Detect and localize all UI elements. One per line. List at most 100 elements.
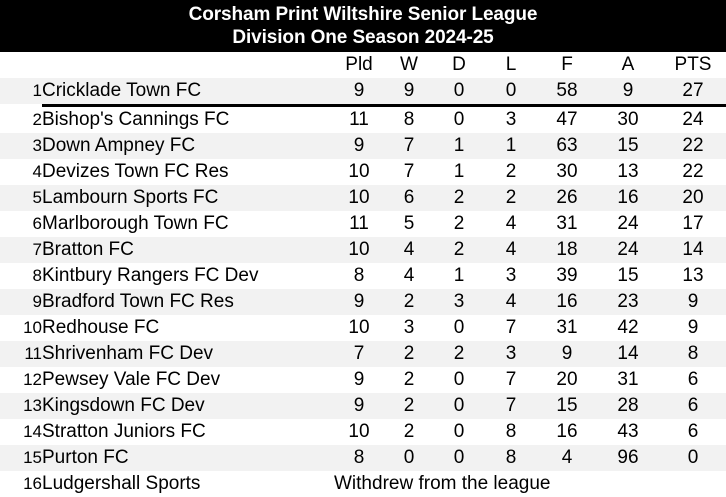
row-w: 4 bbox=[403, 265, 415, 286]
row-rank: 6 bbox=[32, 214, 42, 233]
row-team-name: Bradford Town FC Res bbox=[42, 291, 234, 312]
row-f: 39 bbox=[556, 265, 578, 286]
row-pts: 9 bbox=[687, 317, 699, 338]
row-f: 26 bbox=[556, 187, 578, 208]
row-team-name: Kintbury Rangers FC Dev bbox=[42, 265, 259, 286]
table-row: 4 Devizes Town FC Res 10 7 1 2 30 13 22 bbox=[0, 159, 726, 185]
row-rank: 12 bbox=[23, 370, 42, 389]
row-pld: 8 bbox=[353, 447, 365, 468]
table-row: 10 Redhouse FC 10 3 0 7 31 42 9 bbox=[0, 315, 726, 341]
row-rank: 9 bbox=[32, 292, 42, 311]
row-rank: 13 bbox=[23, 396, 42, 415]
row-l: 8 bbox=[505, 421, 517, 442]
row-l: 2 bbox=[505, 161, 517, 182]
row-team-name: Kingsdown FC Dev bbox=[42, 395, 205, 416]
row-pld: 10 bbox=[348, 421, 370, 442]
row-d: 0 bbox=[434, 78, 484, 107]
row-pts: 9 bbox=[687, 291, 699, 312]
row-f: 30 bbox=[556, 161, 578, 182]
title-banner: Corsham Print Wiltshire Senior League Di… bbox=[0, 0, 726, 52]
row-w: 2 bbox=[403, 343, 415, 364]
row-d: 2 bbox=[453, 213, 465, 234]
row-pld: 9 bbox=[353, 291, 365, 312]
row-rank: 2 bbox=[32, 110, 42, 129]
row-d: 0 bbox=[453, 395, 465, 416]
table-row: 3 Down Ampney FC 9 7 1 1 63 15 22 bbox=[0, 133, 726, 159]
row-rank: 10 bbox=[23, 318, 42, 337]
row-rank: 4 bbox=[32, 162, 42, 181]
row-pld: 10 bbox=[348, 187, 370, 208]
row-rank: 16 bbox=[23, 474, 42, 493]
row-team-name: Redhouse FC bbox=[42, 317, 160, 338]
row-team-name: Down Ampney FC bbox=[42, 135, 196, 156]
row-f: 31 bbox=[556, 317, 578, 338]
league-title-line-2: Division One Season 2024-25 bbox=[232, 27, 494, 48]
row-l: 8 bbox=[505, 447, 517, 468]
column-header-pts: PTS bbox=[674, 54, 712, 75]
row-rank: 11 bbox=[24, 344, 42, 363]
column-header-d: D bbox=[452, 54, 466, 75]
row-pld: 9 bbox=[353, 369, 365, 390]
row-l: 4 bbox=[505, 291, 517, 312]
row-w: 6 bbox=[403, 187, 415, 208]
row-a: 13 bbox=[617, 161, 639, 182]
row-a: 28 bbox=[617, 395, 639, 416]
row-d: 0 bbox=[453, 421, 465, 442]
row-team-name: Pewsey Vale FC Dev bbox=[42, 369, 221, 390]
row-rank: 3 bbox=[32, 136, 42, 155]
row-d: 0 bbox=[453, 109, 465, 130]
row-rank: 15 bbox=[23, 448, 42, 467]
row-w: 2 bbox=[403, 369, 415, 390]
row-a: 9 bbox=[596, 78, 660, 107]
row-l: 3 bbox=[505, 109, 517, 130]
table-row: 11 Shrivenham FC Dev 7 2 2 3 9 14 8 bbox=[0, 341, 726, 367]
column-header-f: F bbox=[561, 54, 573, 75]
row-team-name: Bratton FC bbox=[42, 239, 134, 260]
row-w: 0 bbox=[403, 447, 415, 468]
row-d: 2 bbox=[453, 343, 465, 364]
row-pts: 20 bbox=[682, 187, 704, 208]
row-f: 31 bbox=[556, 213, 578, 234]
league-standings-table: Pld W D L F A PTS 1 Cricklade Town FC 9 9 0 0 58 9 27 2 B… bbox=[0, 52, 726, 497]
row-pld: 11 bbox=[349, 213, 369, 234]
league-title-line-1: Corsham Print Wiltshire Senior League bbox=[188, 4, 538, 25]
row-withdrawn-note: Withdrew from the league bbox=[334, 473, 551, 494]
row-team-name: Devizes Town FC Res bbox=[42, 161, 229, 182]
row-a: 15 bbox=[617, 265, 639, 286]
row-rank: 5 bbox=[32, 188, 42, 207]
row-f: 9 bbox=[561, 343, 573, 364]
table-row: 5 Lambourn Sports FC 10 6 2 2 26 16 20 bbox=[0, 185, 726, 211]
row-d: 0 bbox=[453, 369, 465, 390]
row-pts: 6 bbox=[687, 395, 699, 416]
row-pts: 0 bbox=[687, 447, 699, 468]
column-header-rank bbox=[0, 52, 42, 78]
row-w: 5 bbox=[403, 213, 415, 234]
row-d: 2 bbox=[453, 239, 465, 260]
row-team-name: Ludgershall Sports bbox=[42, 473, 201, 494]
row-w: 8 bbox=[403, 109, 415, 130]
row-l: 7 bbox=[505, 369, 517, 390]
row-l: 4 bbox=[505, 239, 517, 260]
row-rank: 7 bbox=[32, 240, 42, 259]
row-f: 20 bbox=[556, 369, 578, 390]
row-l: 1 bbox=[505, 135, 517, 156]
table-row: 12 Pewsey Vale FC Dev 9 2 0 7 20 31 6 bbox=[0, 367, 726, 393]
row-w: 7 bbox=[403, 135, 415, 156]
row-pts: 14 bbox=[682, 239, 704, 260]
row-a: 96 bbox=[617, 447, 639, 468]
row-pld: 11 bbox=[349, 109, 369, 130]
row-d: 1 bbox=[453, 135, 465, 156]
row-pts: 13 bbox=[682, 265, 704, 286]
row-pld: 7 bbox=[353, 343, 365, 364]
table-row-withdrawn: 16 Ludgershall Sports Withdrew from the le… bbox=[0, 471, 726, 497]
row-pts: 6 bbox=[687, 369, 699, 390]
row-pld: 10 bbox=[348, 317, 370, 338]
row-d: 0 bbox=[453, 317, 465, 338]
row-w: 9 bbox=[384, 78, 434, 107]
row-a: 14 bbox=[617, 343, 639, 364]
row-d: 2 bbox=[453, 187, 465, 208]
column-header-a: A bbox=[621, 54, 635, 75]
row-f: 18 bbox=[556, 239, 578, 260]
row-l: 4 bbox=[505, 213, 517, 234]
row-d: 1 bbox=[453, 161, 465, 182]
